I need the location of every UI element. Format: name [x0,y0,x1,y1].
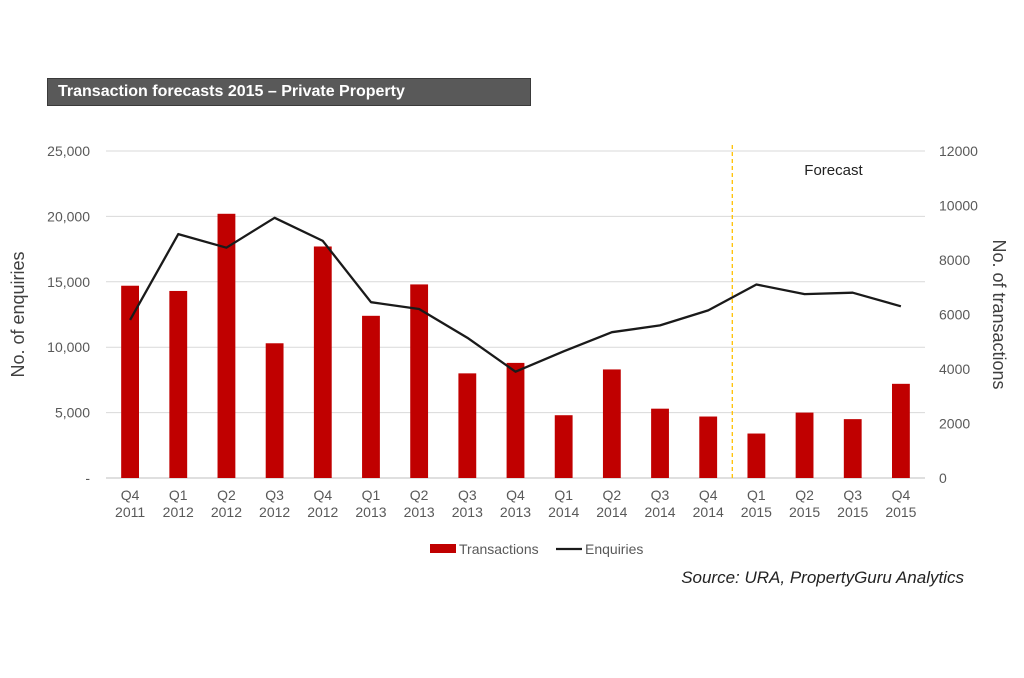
y-left-axis-title: No. of enquiries [8,251,28,377]
y-right-tick-label: 6000 [939,307,970,323]
x-tick-label: Q4 2011 [115,487,145,520]
y-right-tick-label: 2000 [939,416,970,432]
bar-transactions [795,412,814,478]
x-tick-label: Q4 2012 [307,487,338,520]
legend-label-transactions: Transactions [459,541,539,557]
legend-swatch-transactions [430,544,456,553]
x-tick-label: Q3 2013 [452,487,483,520]
x-tick-label: Q2 2013 [404,487,435,520]
y-left-tick-label: 20,000 [47,208,90,224]
bar-transactions [891,383,910,478]
x-tick-label: Q3 2012 [259,487,290,520]
x-tick-label: Q1 2013 [355,487,386,520]
y-right-tick-label: 4000 [939,361,970,377]
x-tick-label: Q2 2014 [596,487,627,520]
x-tick-label: Q1 2015 [741,487,772,520]
bar-transactions [554,415,573,478]
bar-transactions [410,284,429,478]
y-left-tick-label: 10,000 [47,339,90,355]
y-left-tick-label: 25,000 [47,143,90,159]
y-right-axis-title: No. of transactions [989,239,1009,389]
y-right-tick-label: 0 [939,470,947,486]
y-left-tick-label: 15,000 [47,274,90,290]
bar-transactions [651,408,669,478]
x-tick-label: Q2 2012 [211,487,242,520]
source-note: Source: URA, PropertyGuru Analytics [681,568,964,587]
bar-transactions [169,290,188,478]
x-tick-label: Q1 2014 [548,487,579,520]
y-left-tick-label: - [85,470,90,486]
bar-transactions [747,433,766,478]
x-tick-label: Q3 2015 [837,487,868,520]
bar-transactions [458,373,477,478]
y-right-tick-label: 10000 [939,198,978,214]
legend-label-enquiries: Enquiries [585,541,643,557]
y-right-tick-label: 12000 [939,143,978,159]
line-enquiries [129,216,902,373]
bar-transactions [313,246,332,478]
bar-transactions [506,362,525,478]
x-tick-label: Q4 2013 [500,487,531,520]
bar-transactions [121,285,140,478]
y-right-tick-label: 8000 [939,252,970,268]
bar-transactions [602,369,621,478]
y-left-tick-label: 5,000 [55,405,90,421]
x-tick-label: Q4 2015 [885,487,916,520]
bar-transactions [843,419,862,478]
chart-title: Transaction forecasts 2015 – Private Pro… [58,83,405,100]
forecast-annotation: Forecast [804,162,863,179]
x-tick-label: Q1 2012 [163,487,194,520]
bar-transactions [217,213,236,478]
bar-transactions [362,315,380,478]
x-tick-label: Q2 2015 [789,487,820,520]
x-tick-label: Q4 2014 [693,487,724,520]
bar-transactions [699,416,718,478]
x-tick-label: Q3 2014 [644,487,675,520]
bar-transactions [265,343,284,478]
chart-title-banner: Transaction forecasts 2015 – Private Pro… [47,78,531,106]
